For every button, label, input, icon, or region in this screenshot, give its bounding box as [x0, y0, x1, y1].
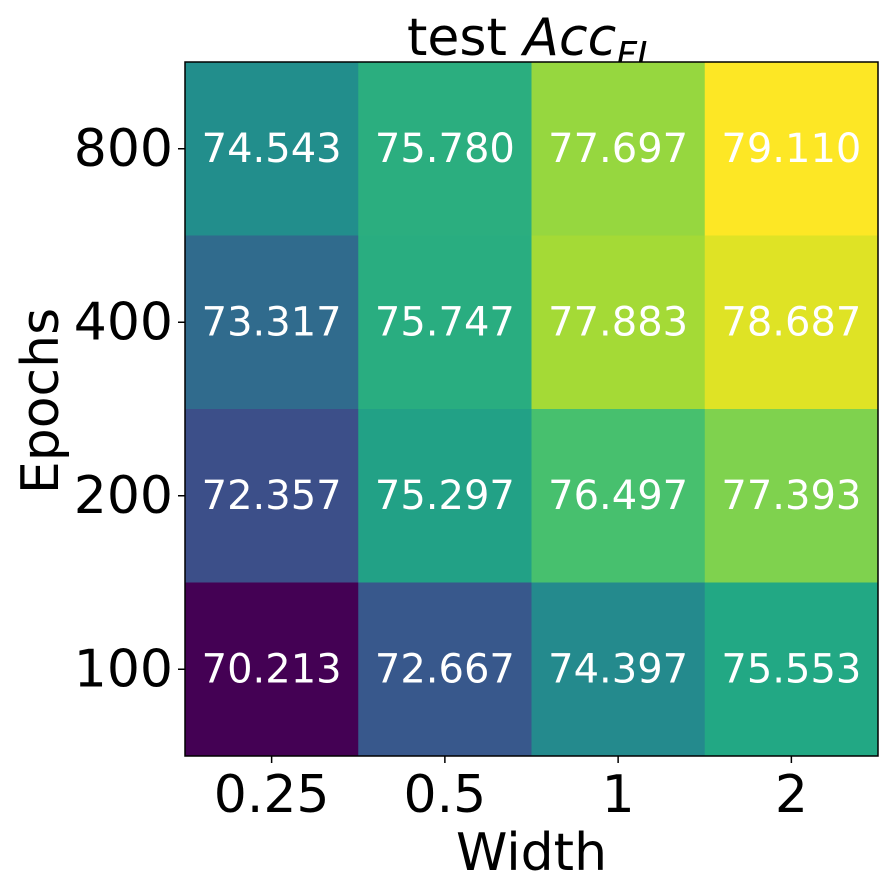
heatmap-cell-labels: 74.543 75.780 77.697 79.110 73.317 75.747 77.8… [202, 126, 862, 693]
heatmap-cell [704, 62, 879, 236]
cell-value-label: 74.543 [202, 126, 342, 172]
heatmap-cell [185, 582, 359, 757]
cell-value-label: 77.697 [548, 126, 688, 172]
cell-value-label: 75.780 [375, 126, 515, 172]
cell-value-label: 72.667 [375, 646, 515, 692]
x-axis-ticks: 0.25 0.5 1 2 [214, 756, 808, 825]
y-axis-ticks: 800 400 200 100 [74, 119, 185, 699]
cell-value-label: 70.213 [202, 646, 342, 692]
x-tick-label: 1 [602, 765, 635, 825]
heatmap-cell [358, 235, 532, 410]
heatmap-cell [358, 62, 532, 236]
heatmap-cell [358, 409, 532, 583]
chart-title-math-main: Acc [520, 8, 616, 68]
heatmap-cell [185, 62, 359, 236]
cell-value-label: 77.883 [548, 299, 688, 345]
y-tick-label: 800 [74, 119, 173, 179]
chart-title-prefix: test [407, 8, 523, 68]
cell-value-label: 79.110 [721, 126, 861, 172]
heatmap-cell [531, 62, 706, 236]
heatmap-cell [704, 409, 879, 583]
y-tick-label: 400 [74, 292, 173, 352]
cell-value-label: 75.747 [375, 299, 515, 345]
x-axis-label: Width [456, 823, 607, 883]
cell-value-label: 73.317 [202, 299, 342, 345]
cell-value-label: 76.497 [548, 473, 688, 519]
cell-value-label: 75.553 [721, 646, 861, 692]
cell-value-label: 78.687 [721, 299, 861, 345]
heatmap-cell [704, 582, 879, 757]
cell-value-label: 74.397 [548, 646, 688, 692]
heatmap-cell [358, 582, 532, 757]
y-tick-label: 200 [74, 466, 173, 526]
x-tick-label: 2 [775, 765, 808, 825]
x-tick-label: 0.5 [404, 765, 487, 825]
plot-frame [184, 61, 879, 757]
y-tick-label: 100 [74, 639, 173, 699]
heatmap-cell [185, 235, 359, 410]
cell-value-label: 75.297 [375, 473, 515, 519]
heatmap-cells [185, 62, 879, 757]
chart-title: test AccFL [407, 8, 657, 76]
cell-value-label: 77.393 [721, 473, 861, 519]
x-tick-label: 0.25 [214, 765, 330, 825]
y-axis-label: Epochs [11, 308, 71, 494]
heatmap-cell [531, 409, 706, 583]
svg-text:test AccFL: test AccFL [407, 8, 657, 76]
heatmap-cell [531, 235, 706, 410]
heatmap-cell [704, 235, 879, 410]
heatmap-cell [185, 409, 359, 583]
heatmap-cell [531, 582, 706, 757]
cell-value-label: 72.357 [202, 473, 342, 519]
